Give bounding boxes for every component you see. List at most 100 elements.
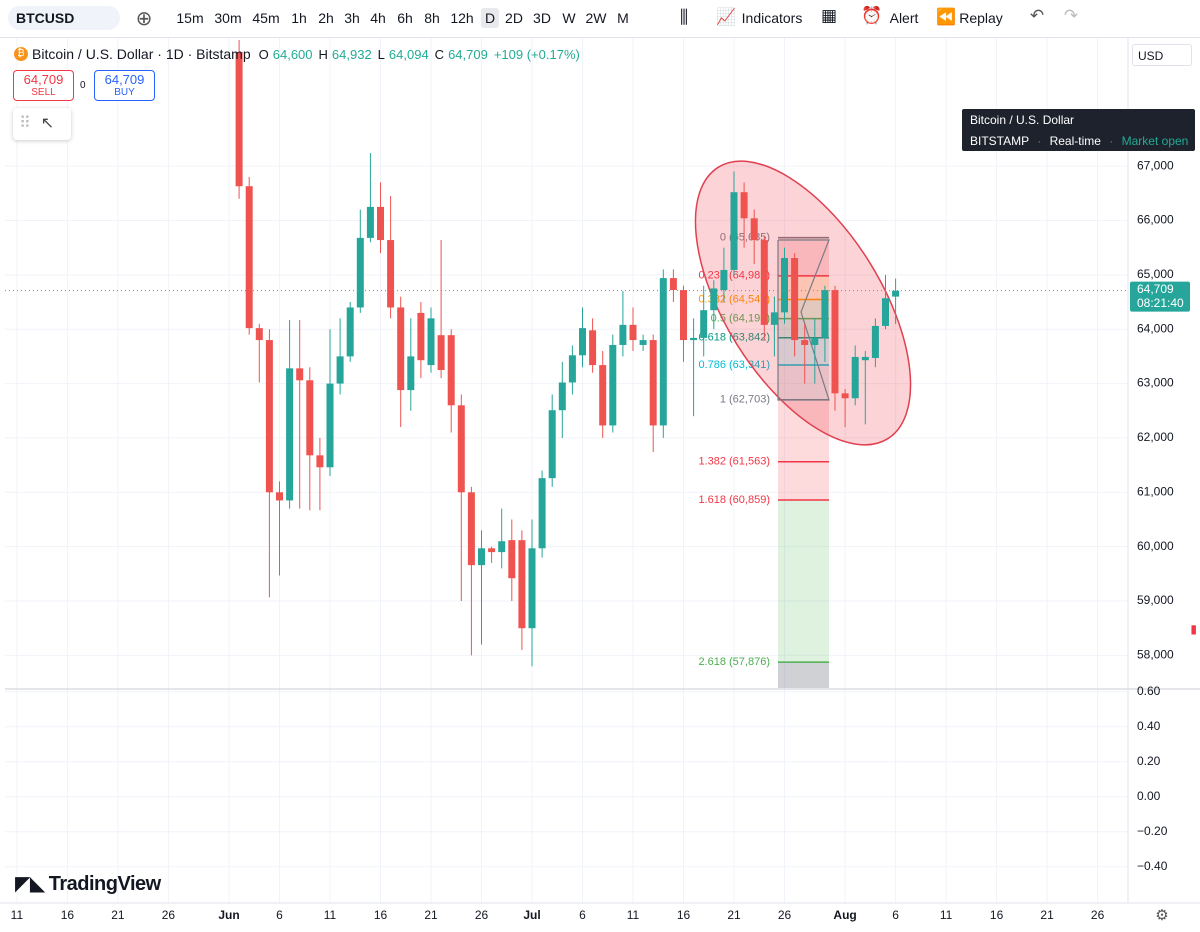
candle-body — [680, 290, 687, 341]
alert-button[interactable]: Alert — [889, 10, 919, 26]
currency-button[interactable]: USD — [1132, 44, 1192, 66]
candle-body — [821, 290, 829, 338]
indicators-icon[interactable]: 📈 — [716, 9, 736, 26]
y-tick-label: 65,000 — [1137, 267, 1174, 281]
interval-button[interactable]: M — [617, 10, 629, 26]
x-tick-label: Jul — [523, 908, 540, 922]
interval-button[interactable]: 15m — [176, 10, 204, 26]
buy-button[interactable]: 64,709 BUY — [94, 70, 155, 101]
interval-button[interactable]: 1h — [291, 10, 307, 26]
legend-key: C — [434, 46, 445, 62]
logo-text: TradingView — [48, 873, 161, 895]
fib-zone — [778, 318, 829, 338]
fib-label: 0.618 (63,842) — [698, 332, 770, 344]
buy-price: 64,709 — [104, 72, 145, 87]
candle-body — [387, 240, 395, 308]
y-tick-label: 64,000 — [1137, 321, 1174, 335]
replay-icon[interactable]: ⏪ — [936, 9, 956, 26]
candle-body — [255, 328, 263, 341]
chart-type-icon[interactable]: ⫼ — [679, 7, 689, 27]
legend: ₿ Bitcoin / U.S. Dollar · 1D · Bitstamp … — [14, 46, 582, 62]
y-tick-label: 66,000 — [1137, 213, 1174, 227]
x-tick-label: Jun — [218, 908, 239, 922]
interval-button[interactable]: 2h — [318, 10, 334, 26]
candle-body — [377, 206, 384, 241]
interval-button[interactable]: 8h — [424, 10, 440, 26]
replay-button[interactable]: Replay — [959, 10, 1003, 26]
interval-button[interactable]: W — [562, 10, 576, 26]
interval-button[interactable]: 3D — [533, 10, 551, 26]
settings-icon[interactable]: ⚙ — [1155, 907, 1168, 924]
candle-body — [639, 340, 647, 345]
x-tick-label: 26 — [1091, 908, 1105, 922]
x-tick-label: 16 — [677, 908, 691, 922]
fib-zone — [778, 461, 829, 500]
candle-body — [427, 318, 435, 366]
candle-body — [437, 335, 445, 370]
legend-value: 64,932 — [331, 46, 372, 62]
x-tick-label: 16 — [61, 908, 75, 922]
candle-body — [245, 186, 253, 329]
tooltip-feed: Real-time — [1049, 134, 1101, 148]
candle-body — [720, 269, 728, 291]
tooltip-name: Bitcoin / U.S. Dollar — [970, 113, 1075, 127]
redo-button[interactable]: ↷ — [1063, 6, 1079, 25]
y-tick-label: 61,000 — [1137, 484, 1174, 498]
candle-body — [336, 356, 344, 384]
candle-body — [770, 312, 778, 325]
osc-tick-label: 0.40 — [1137, 719, 1161, 733]
tooltip: Bitcoin / U.S. Dollar BITSTAMP · Real-ti… — [962, 109, 1195, 151]
x-tick-label: 6 — [579, 908, 586, 922]
candle-body — [286, 368, 294, 501]
undo-button[interactable]: ↶ — [1029, 6, 1045, 25]
interval-button[interactable]: 30m — [214, 10, 242, 26]
candle-body — [690, 337, 698, 341]
interval-button[interactable]: 2D — [505, 10, 523, 26]
add-symbol-icon[interactable]: ⊕ — [135, 8, 153, 30]
candle-body — [356, 237, 364, 308]
interval-button[interactable]: D — [480, 8, 500, 28]
candle-body — [750, 218, 758, 241]
x-tick-label: 21 — [424, 908, 438, 922]
y-tick-label: 58,000 — [1137, 648, 1174, 662]
interval-button[interactable]: 12h — [450, 10, 474, 26]
layouts-icon[interactable]: ▦ — [820, 6, 838, 25]
interval-button[interactable]: 3h — [344, 10, 360, 26]
y-tick-label: 62,000 — [1137, 430, 1174, 444]
sell-button[interactable]: 64,709 SELL — [13, 70, 74, 101]
candle-body — [558, 382, 566, 411]
candle-body — [740, 192, 748, 219]
interval-button[interactable]: 4h — [370, 10, 386, 26]
candle-body — [235, 51, 243, 187]
legend-key: L — [377, 46, 385, 62]
logo: ◤◣ TradingView — [15, 873, 161, 895]
candle-body — [417, 312, 425, 361]
candle-body — [801, 340, 809, 345]
symbol-search[interactable]: BTCUSD — [8, 6, 120, 30]
interval-button[interactable]: 6h — [397, 10, 413, 26]
candle-body — [488, 548, 496, 553]
interval-button[interactable]: 45m — [252, 10, 280, 26]
candle-body — [478, 548, 485, 566]
osc-tick-label: 0.60 — [1137, 684, 1161, 698]
candle-body — [518, 540, 526, 629]
countdown-label: 08:21:40 — [1137, 296, 1184, 310]
tooltip-status: Market open — [1121, 134, 1189, 148]
interval-button[interactable]: 2W — [585, 10, 607, 26]
x-tick-label: 6 — [892, 908, 899, 922]
candle-body — [649, 340, 657, 426]
fib-zone — [778, 499, 829, 663]
y-tick-label: 63,000 — [1137, 376, 1174, 390]
tooltip-exchange: BITSTAMP — [970, 134, 1029, 148]
osc-tick-label: 0.20 — [1137, 754, 1161, 768]
legend-value: 64,094 — [388, 46, 429, 62]
fib-label: 1 (62,703) — [720, 394, 770, 406]
sell-label: SELL — [31, 87, 56, 98]
legend-value: 64,709 — [448, 46, 488, 62]
candle-body — [326, 383, 334, 468]
indicators-button[interactable]: Indicators — [741, 10, 803, 26]
drawing-toolbar[interactable]: ⠿ ↖ — [13, 108, 71, 140]
alert-icon[interactable]: ⏰ — [861, 6, 883, 25]
candle-body — [366, 206, 374, 238]
candle-body — [346, 307, 354, 357]
